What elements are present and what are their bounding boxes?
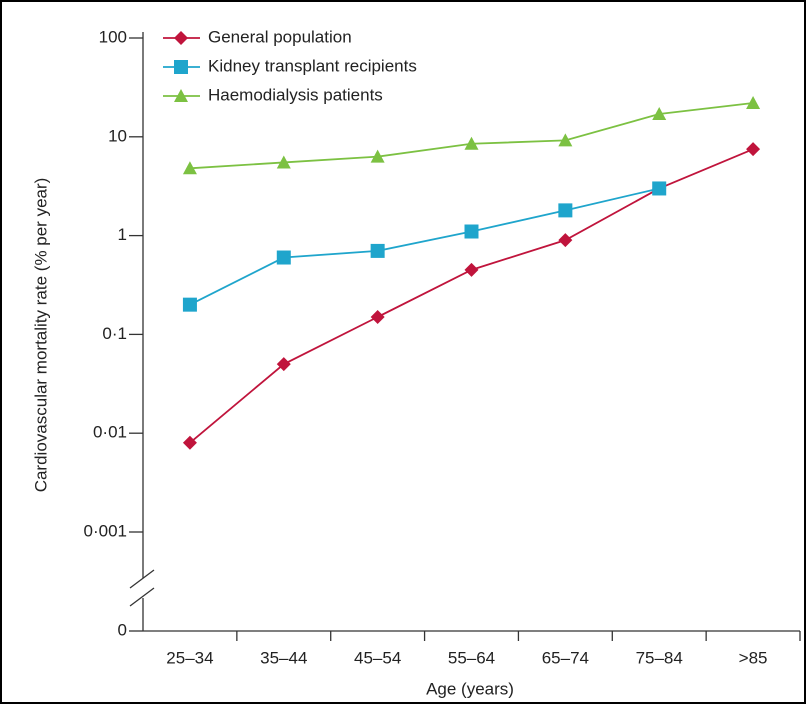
legend-label: General population (208, 27, 352, 46)
legend-label: Haemodialysis patients (208, 85, 383, 104)
legend-label: Kidney transplant recipients (208, 56, 417, 75)
y-tick-label: 10 (108, 126, 127, 145)
x-tick-label: 35–44 (260, 648, 307, 667)
data-point (558, 203, 573, 218)
x-tick-label: 75–84 (636, 648, 683, 667)
data-point (182, 297, 197, 312)
x-tick-label: 65–74 (542, 648, 589, 667)
y-tick-label: 100 (99, 27, 127, 46)
data-point (652, 107, 667, 121)
data-point (746, 95, 761, 109)
data-point (558, 133, 573, 147)
legend-marker (174, 31, 188, 45)
y-tick-label: 0·01 (93, 423, 127, 442)
axis-break (129, 569, 155, 589)
series-line (189, 187, 660, 306)
data-point (558, 233, 573, 248)
legend-marker (174, 60, 188, 74)
data-point (276, 357, 291, 372)
data-point (370, 243, 385, 258)
x-tick-label: 25–34 (166, 648, 213, 667)
data-point (464, 136, 479, 150)
data-point (746, 142, 761, 157)
y-tick-label: 1 (118, 225, 127, 244)
data-point (464, 224, 479, 239)
x-tick-label: 55–64 (448, 648, 495, 667)
data-point (182, 161, 197, 175)
x-tick-label: >85 (739, 648, 768, 667)
y-tick-label: 0·1 (102, 324, 127, 343)
data-point (276, 155, 291, 169)
data-point (370, 149, 385, 163)
data-point (182, 435, 197, 450)
x-tick-label: 45–54 (354, 648, 401, 667)
axis-break (129, 587, 155, 607)
x-axis-title: Age (years) (426, 679, 514, 698)
data-point (370, 310, 385, 325)
y-tick-label: 0 (118, 620, 127, 639)
data-point (464, 262, 479, 277)
y-axis-title: Cardiovascular mortality rate (% per yea… (31, 178, 50, 493)
legend-marker (174, 89, 188, 102)
data-point (276, 250, 291, 265)
y-tick-label: 0·001 (84, 521, 127, 540)
data-point (652, 181, 667, 196)
